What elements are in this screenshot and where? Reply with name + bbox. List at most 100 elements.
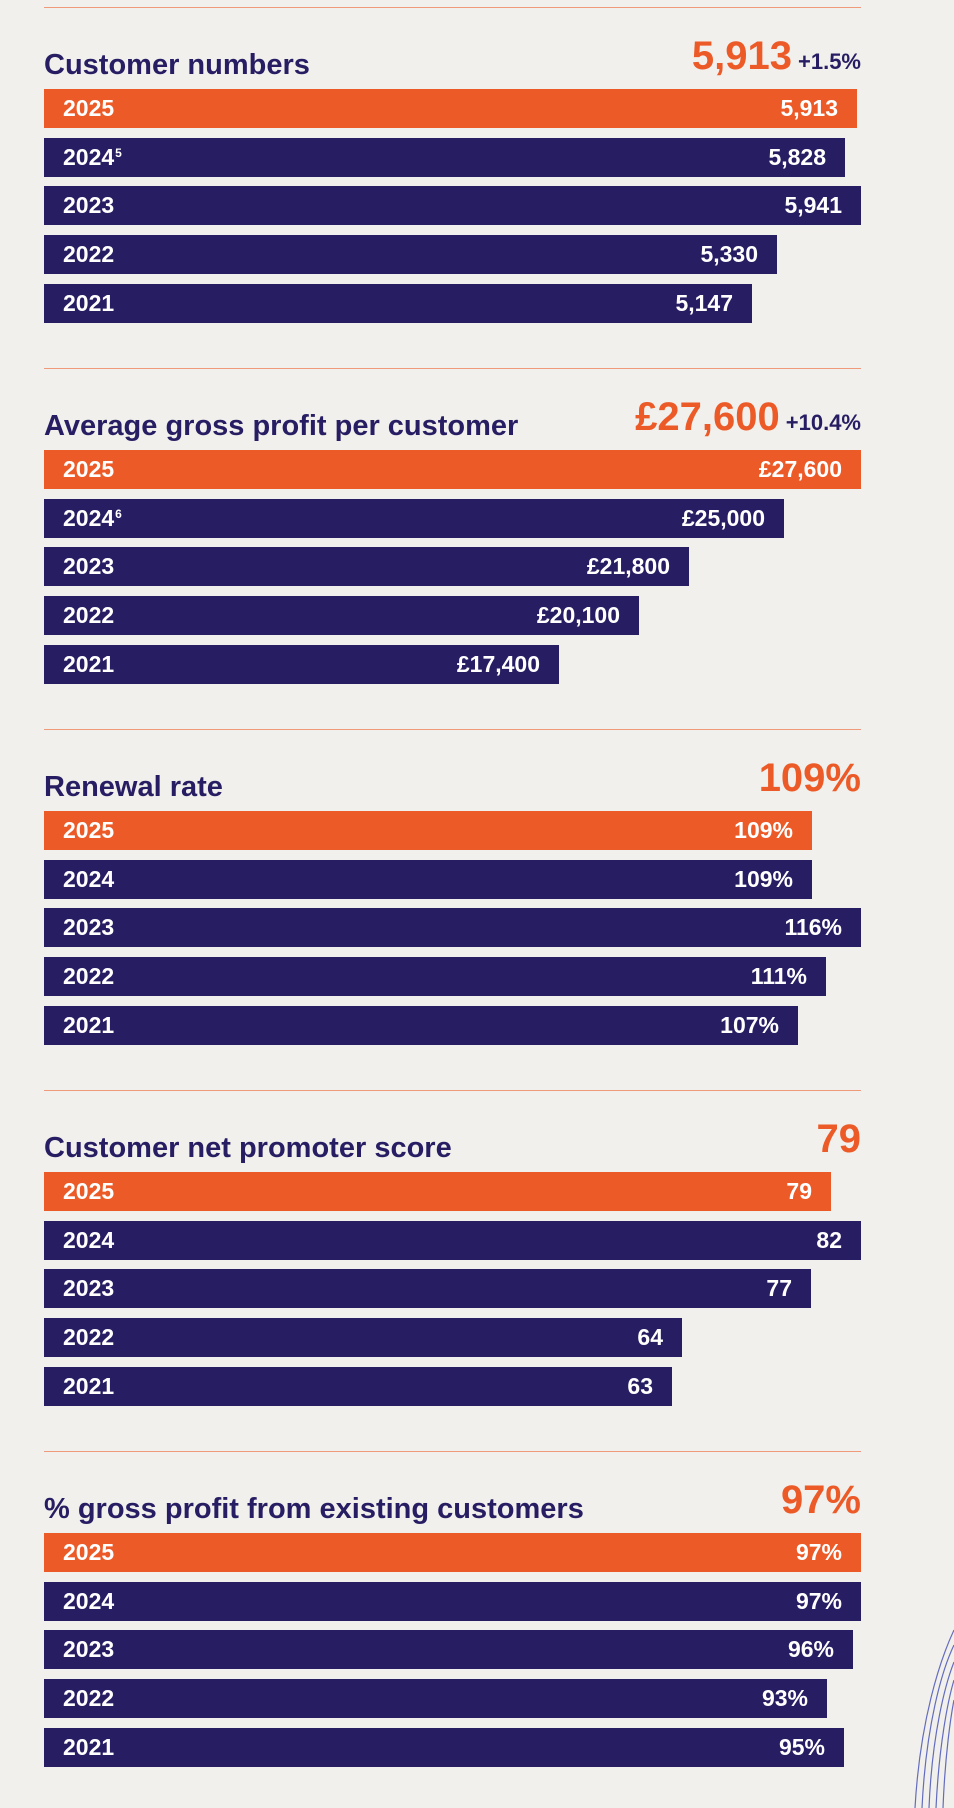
- bar-value-label: 5,941: [784, 192, 842, 219]
- bar-value-label: 5,913: [780, 95, 838, 121]
- headline-value: 79: [816, 1117, 862, 1161]
- bar-value-label: £17,400: [456, 650, 540, 677]
- bar-value-label: 64: [637, 1324, 663, 1351]
- decor-curve-2: [921, 1644, 954, 1808]
- bar-year-label: 2022: [63, 1324, 115, 1351]
- decor-curve-3: [928, 1661, 954, 1808]
- bar: 2021 107%: [44, 1005, 798, 1045]
- bar: 2023 77: [44, 1269, 811, 1309]
- bar: 2022 5,330: [44, 235, 777, 275]
- bar: 2025 £27,600: [44, 450, 861, 489]
- bar-year-label: 2021: [63, 1372, 115, 1399]
- bar-year-label: 2023: [63, 192, 115, 219]
- chart-section: Average gross profit per customer £27,600…: [44, 368, 861, 708]
- section-divider: [44, 1090, 861, 1091]
- headline: £27,600 +10.4%: [635, 395, 861, 440]
- bar-value-label: 97%: [795, 1539, 842, 1565]
- bar-value-label: 109%: [734, 817, 793, 843]
- section-divider: [44, 368, 861, 369]
- bar-value-label: 116%: [784, 914, 842, 941]
- bar: 2024 82: [44, 1220, 861, 1260]
- chart-section: % gross profit from existing customers 97…: [44, 1451, 861, 1791]
- chart-section: Customer numbers 5,913 +1.5% 2025 5,913 20245…: [44, 7, 861, 347]
- bar-year-label: 2025: [63, 95, 115, 121]
- bar-year-label: 2025: [63, 1178, 115, 1204]
- bar-year-label: 2022: [63, 602, 115, 629]
- bar-year-label: 2021: [63, 650, 115, 677]
- bar-year-label: 2025: [63, 456, 115, 482]
- bar-year-label: 20245: [63, 143, 122, 170]
- section-divider: [44, 729, 861, 730]
- bar-year-label: 2024: [63, 865, 115, 892]
- headline: 79: [817, 1117, 862, 1162]
- bar-year-label: 2025: [63, 817, 115, 843]
- bar-value-label: 82: [816, 1226, 842, 1253]
- chart-title: Customer numbers: [44, 49, 310, 81]
- bar: 2025 5,913: [44, 89, 857, 128]
- headline-value: 97%: [780, 1478, 861, 1522]
- bar: 2022 64: [44, 1318, 682, 1358]
- chart-title: Average gross profit per customer: [44, 410, 519, 442]
- bar-value-label: 77: [766, 1275, 792, 1302]
- bar-value-label: 5,147: [675, 289, 733, 316]
- bar-year-label: 2023: [63, 1275, 115, 1302]
- bar-value-label: 96%: [787, 1636, 834, 1663]
- bar-year-label: 2025: [63, 1539, 115, 1565]
- bar: 2024 97%: [44, 1581, 861, 1621]
- section-divider: [44, 7, 861, 8]
- bar: 2023 5,941: [44, 186, 861, 226]
- bar-value-label: 107%: [720, 1011, 779, 1038]
- bar: 20246 £25,000: [44, 498, 784, 538]
- bar-value-label: 109%: [734, 865, 793, 892]
- bar: 2021 5,147: [44, 283, 752, 323]
- chart-title: % gross profit from existing customers: [44, 1493, 584, 1525]
- bar-year-label: 20246: [63, 504, 122, 531]
- bar: 2022 93%: [44, 1679, 827, 1719]
- headline: 5,913 +1.5%: [692, 34, 861, 79]
- bar: 20245 5,828: [44, 137, 845, 177]
- headline-change: +1.5%: [798, 49, 861, 74]
- headline-change: +10.4%: [785, 410, 861, 435]
- chart-section: Customer net promoter score 79 2025 79 2024 8…: [44, 1090, 861, 1430]
- bar-value-label: £27,600: [758, 456, 842, 482]
- bar-value-label: 97%: [795, 1587, 842, 1614]
- bar: 2024 109%: [44, 859, 812, 899]
- bar: 2022 £20,100: [44, 596, 639, 636]
- footnote-marker: 5: [115, 145, 122, 160]
- decor-curve-4: [935, 1679, 954, 1808]
- bar: 2025 79: [44, 1172, 831, 1211]
- headline: 109%: [759, 756, 861, 801]
- bar: 2025 97%: [44, 1533, 861, 1572]
- bar: 2025 109%: [44, 811, 812, 850]
- bar-value-label: 93%: [761, 1685, 808, 1712]
- bar-value-label: 5,330: [700, 241, 758, 268]
- bar: 2023 £21,800: [44, 547, 689, 587]
- bar: 2021 £17,400: [44, 644, 559, 684]
- bar-year-label: 2022: [63, 241, 115, 268]
- bar-value-label: 5,828: [768, 143, 826, 170]
- bar: 2023 96%: [44, 1630, 853, 1670]
- bar-year-label: 2023: [63, 1636, 115, 1663]
- bar-value-label: 63: [627, 1372, 653, 1399]
- bar-year-label: 2022: [63, 1685, 115, 1712]
- bar-value-label: £25,000: [681, 504, 765, 531]
- bar-year-label: 2022: [63, 963, 115, 990]
- bar-year-label: 2021: [63, 1011, 115, 1038]
- chart-title: Customer net promoter score: [44, 1132, 452, 1164]
- bar-year-label: 2023: [63, 914, 115, 941]
- chart-section: Renewal rate 109% 2025 109% 2024 109% 2023 116%…: [44, 729, 861, 1069]
- bar-value-label: £21,800: [586, 553, 670, 580]
- bar-value-label: £20,100: [536, 602, 620, 629]
- headline-value: £27,600: [635, 395, 780, 439]
- headline-value: 5,913: [691, 34, 792, 78]
- bar-value-label: 111%: [750, 963, 807, 990]
- bar: 2023 116%: [44, 908, 861, 948]
- section-divider: [44, 1451, 861, 1452]
- footnote-marker: 6: [115, 506, 122, 521]
- bar: 2021 63: [44, 1366, 672, 1406]
- bar-year-label: 2021: [63, 289, 115, 316]
- decor-curve-1: [914, 1629, 954, 1808]
- bar-value-label: 95%: [778, 1733, 825, 1760]
